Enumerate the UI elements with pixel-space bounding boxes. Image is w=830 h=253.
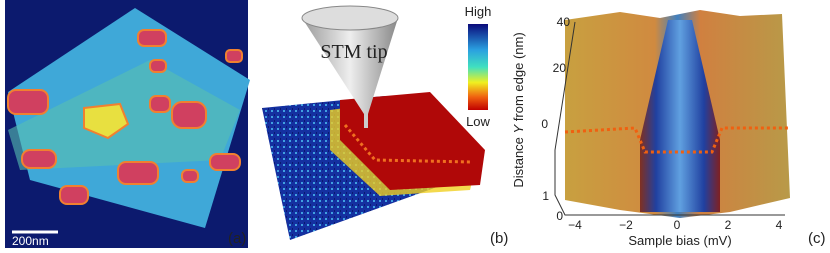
tip-apex <box>364 112 368 128</box>
colorbar-high: High <box>465 4 492 19</box>
panel-label: (c) <box>808 230 826 247</box>
tick-label: 4 <box>776 218 783 232</box>
tick-label: 1 <box>542 189 549 203</box>
panel-label: (a) <box>228 230 246 247</box>
panel-b: STM tip High Low (b) <box>262 4 508 247</box>
island-yellow <box>83 102 130 140</box>
tick-label: −4 <box>568 218 582 232</box>
dotted-path <box>564 126 790 154</box>
stm-tip <box>302 18 398 114</box>
colorbar <box>468 24 488 110</box>
tip-label: STM tip <box>320 41 387 63</box>
tip-top <box>301 5 399 31</box>
tick-label: 0 <box>556 209 563 223</box>
dotted-path <box>343 124 471 164</box>
axes <box>554 21 785 216</box>
title-part: Distance <box>511 133 526 187</box>
panel-label: (b) <box>490 230 508 247</box>
tick-label: 0 <box>541 117 548 131</box>
tick-label: 0 <box>674 218 681 232</box>
title-part: from edge (nm) <box>511 32 526 124</box>
tick-label: −2 <box>619 218 633 232</box>
scale-label: 200nm <box>12 234 49 248</box>
tick-label: 20 <box>553 61 567 75</box>
panel-a: 200nm (a) <box>5 0 250 248</box>
valley <box>640 20 720 212</box>
tick-label: 2 <box>725 218 732 232</box>
colorbar-low: Low <box>466 114 490 129</box>
plateau <box>340 92 485 190</box>
islands <box>7 29 243 205</box>
x-axis-title: Sample bias (mV) <box>628 233 731 248</box>
title-part: Y <box>511 123 526 133</box>
y-axis-title: Distance Y from edge (nm) <box>511 32 526 187</box>
tick-label: 40 <box>557 15 571 29</box>
